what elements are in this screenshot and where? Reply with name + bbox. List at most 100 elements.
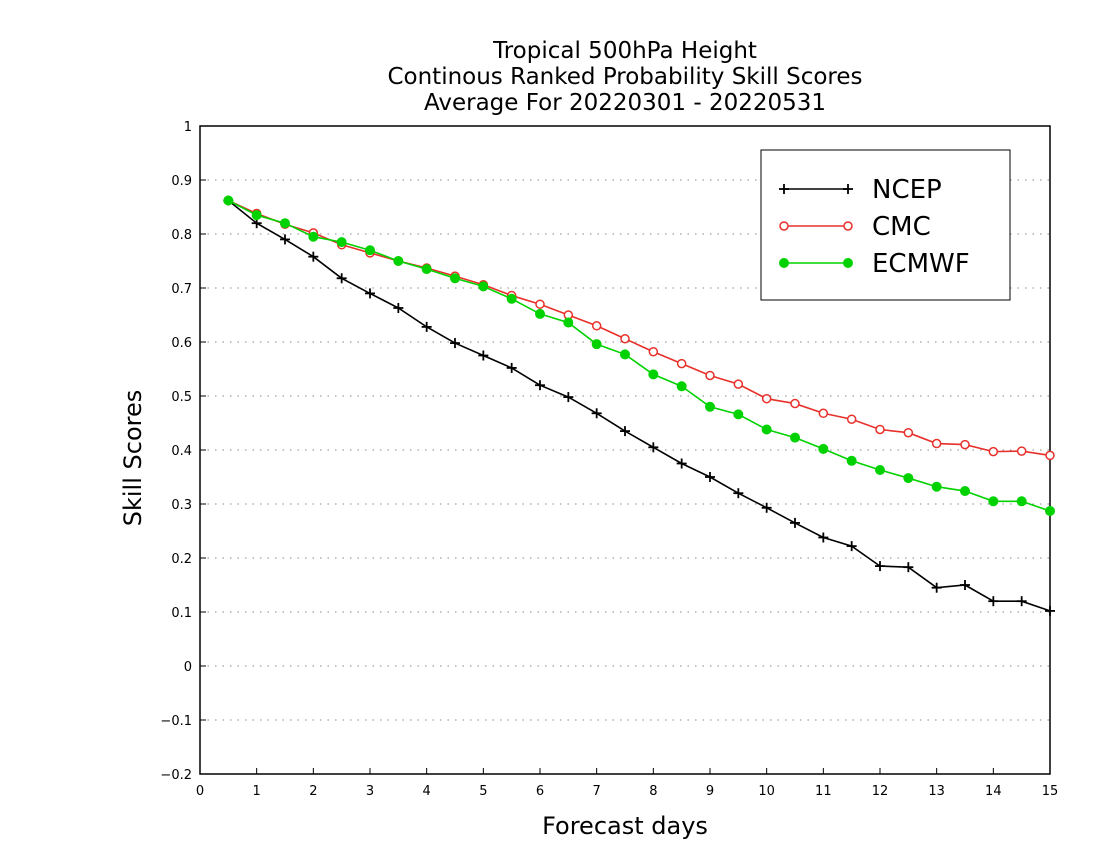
legend: NCEP CMC ECMWF: [760, 149, 1011, 301]
y-tick-label: −0.1: [160, 714, 192, 729]
cmc-point: [875, 424, 885, 435]
ecmwf-point: [223, 195, 234, 206]
ncep-point: [1045, 605, 1055, 616]
x-tick-label: 6: [536, 784, 544, 799]
cmc-point: [761, 393, 772, 404]
legend-marker-right: [843, 184, 853, 194]
ncep-point: [393, 302, 404, 313]
y-tick-label: 1: [184, 120, 192, 135]
legend-label-cmc: CMC: [872, 212, 931, 242]
legend-marker-right: [843, 258, 853, 268]
ncep-point: [620, 426, 630, 437]
ncep-point: [790, 517, 800, 528]
ecmwf-point: [620, 349, 630, 360]
ecmwf-point: [251, 210, 262, 221]
cmc-point: [988, 446, 999, 457]
x-axis-ticks: 0 1 2 3 4 5 6 7 8 9 10 11 12 13 14 15: [196, 768, 1058, 799]
x-tick-label: 2: [309, 784, 317, 799]
ecmwf-point: [903, 473, 914, 484]
ecmwf-point: [875, 464, 885, 475]
y-tick-label: 0.5: [171, 390, 192, 405]
x-tick-label: 5: [479, 784, 487, 799]
ncep-point: [591, 408, 602, 419]
x-tick-label: 13: [928, 784, 945, 799]
y-tick-label: 0.3: [171, 498, 192, 513]
ncep-point: [1016, 596, 1027, 607]
ecmwf-point: [336, 237, 347, 248]
ncep-point: [733, 488, 744, 499]
cmc-point: [846, 414, 857, 424]
x-tick-label: 10: [758, 784, 775, 799]
x-tick-label: 1: [253, 784, 261, 799]
ncep-point: [280, 234, 290, 245]
ecmwf-point: [790, 432, 800, 443]
ecmwf-point: [988, 496, 999, 507]
legend-items: NCEP CMC ECMWF: [779, 175, 970, 279]
ecmwf-point: [1045, 506, 1055, 517]
x-tick-label: 12: [872, 784, 889, 799]
ecmwf-point: [818, 443, 829, 454]
x-tick-label: 8: [649, 784, 657, 799]
ncep-point: [903, 562, 914, 573]
y-tick-label: 0.2: [171, 552, 192, 567]
y-tick-label: 0: [184, 660, 192, 675]
ecmwf-point: [1016, 496, 1027, 507]
x-tick-label: 15: [1042, 784, 1059, 799]
ncep-point: [506, 362, 517, 373]
ecmwf-point: [506, 293, 517, 304]
cmc-point: [1045, 450, 1055, 461]
ecmwf-point: [648, 369, 659, 380]
ncep-point: [761, 502, 772, 513]
ncep-point: [676, 458, 687, 469]
cmc-point: [648, 346, 659, 357]
ecmwf-point: [478, 281, 489, 292]
y-axis-label: Skill Scores: [119, 390, 147, 527]
series-ncep: [223, 195, 1055, 616]
ecmwf-point: [450, 273, 460, 284]
legend-marker-left: [779, 258, 789, 268]
cmc-point: [903, 427, 914, 438]
y-tick-label: 0.1: [171, 606, 192, 621]
legend-label-ecmwf: ECMWF: [872, 249, 970, 279]
ecmwf-point: [846, 455, 857, 466]
y-tick-label: −0.2: [160, 768, 192, 783]
ncep-point: [365, 288, 375, 299]
ecmwf-point: [308, 231, 319, 242]
ncep-point: [308, 251, 319, 262]
cmc-point: [535, 299, 545, 309]
ecmwf-point: [960, 486, 970, 497]
ncep-point: [818, 532, 829, 543]
cmc-point: [818, 408, 829, 419]
cmc-point: [620, 334, 630, 344]
ecmwf-point: [365, 245, 375, 256]
series-layer: [223, 195, 1055, 616]
cmc-point: [790, 398, 800, 409]
legend-marker-left: [779, 184, 789, 194]
ecmwf-point: [676, 381, 687, 392]
ncep-point: [988, 596, 999, 607]
ncep-point: [535, 380, 545, 391]
ecmwf-point: [393, 256, 404, 266]
ncep-point: [648, 442, 659, 453]
ncep-point: [960, 580, 970, 590]
x-tick-label: 0: [196, 784, 204, 799]
chart-subtitle-1: Continous Ranked Probability Skill Score…: [387, 64, 862, 90]
y-tick-label: 0.4: [171, 444, 192, 459]
legend-label-ncep: NCEP: [872, 175, 942, 205]
ncep-point: [563, 392, 574, 403]
ecmwf-point: [535, 308, 545, 319]
cmc-point: [931, 438, 942, 449]
legend-item-ncep: NCEP: [779, 175, 942, 205]
ecmwf-point: [421, 264, 432, 275]
y-tick-label: 0.9: [171, 174, 192, 189]
cmc-point: [1016, 446, 1027, 456]
ecmwf-point: [563, 317, 574, 328]
legend-item-ecmwf: ECMWF: [779, 249, 970, 279]
ecmwf-point: [705, 401, 715, 412]
ncep-point: [846, 541, 857, 552]
y-axis-ticks: −0.2 −0.1 0 0.1 0.2 0.3 0.4 0.5 0.6 0.7 0.8 0.9 1: [160, 120, 206, 783]
ncep-point: [705, 472, 715, 482]
ecmwf-point: [591, 339, 602, 350]
x-tick-label: 3: [366, 784, 374, 799]
